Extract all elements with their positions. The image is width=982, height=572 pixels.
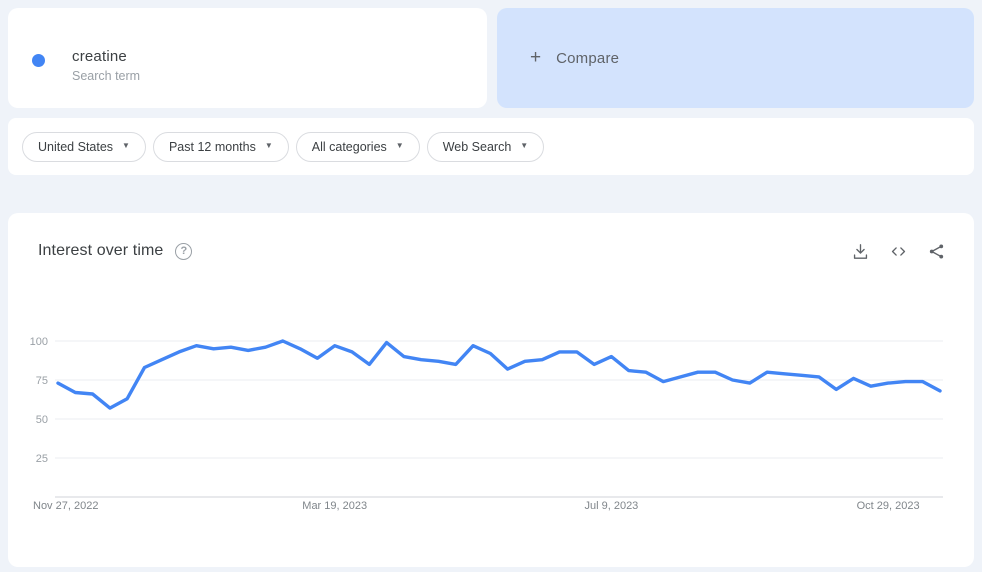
search-term-type: Search term [72, 69, 141, 83]
chevron-down-icon: ▼ [520, 141, 529, 150]
search-term-label: creatine [72, 48, 127, 65]
chevron-down-icon: ▼ [395, 141, 404, 150]
compare-label: Compare [556, 49, 620, 67]
time-range-filter-dropdown[interactable]: Past 12 months ▼ [152, 131, 289, 162]
download-icon[interactable] [848, 239, 872, 263]
category-filter-dropdown[interactable]: All categories ▼ [295, 131, 420, 162]
category-filter-label: All categories [311, 139, 387, 154]
y-axis-tick-label: 100 [30, 336, 48, 348]
filter-bar: United States ▼ Past 12 months ▼ All cat… [8, 118, 974, 175]
trend-line-chart[interactable]: 100 75 50 25 Nov 27, 2022 Mar 19, 2023 Jul 9, … [8, 213, 974, 567]
region-filter-dropdown[interactable]: United States ▼ [22, 131, 146, 162]
x-axis-tick-label: Nov 27, 2022 [33, 500, 98, 512]
share-icon[interactable] [924, 239, 948, 263]
series-color-dot [32, 54, 45, 67]
y-axis-tick-label: 75 [36, 375, 48, 387]
time-range-filter-label: Past 12 months [168, 139, 256, 154]
x-axis-tick-label: Jul 9, 2023 [584, 500, 638, 512]
trend-line-series [56, 339, 942, 410]
search-term-card[interactable]: creatine Search term [8, 8, 487, 108]
x-axis-tick-label: Oct 29, 2023 [857, 500, 920, 512]
chevron-down-icon: ▼ [122, 141, 130, 150]
plus-icon: + [530, 47, 542, 68]
x-axis-tick-label: Mar 19, 2023 [302, 500, 367, 512]
chart-title: Interest over time [38, 242, 164, 259]
search-type-filter-dropdown[interactable]: Web Search ▼ [426, 131, 545, 162]
search-type-filter-label: Web Search [442, 139, 512, 154]
embed-icon[interactable] [886, 239, 910, 263]
y-axis-tick-label: 50 [36, 414, 48, 426]
interest-over-time-card: 100 75 50 25 Nov 27, 2022 Mar 19, 2023 Jul 9, … [8, 213, 974, 567]
region-filter-label: United States [38, 139, 114, 154]
compare-button[interactable]: + Compare [497, 8, 974, 108]
y-axis-tick-label: 25 [36, 453, 48, 465]
chevron-down-icon: ▼ [264, 141, 273, 150]
help-icon[interactable]: ? [175, 242, 193, 260]
